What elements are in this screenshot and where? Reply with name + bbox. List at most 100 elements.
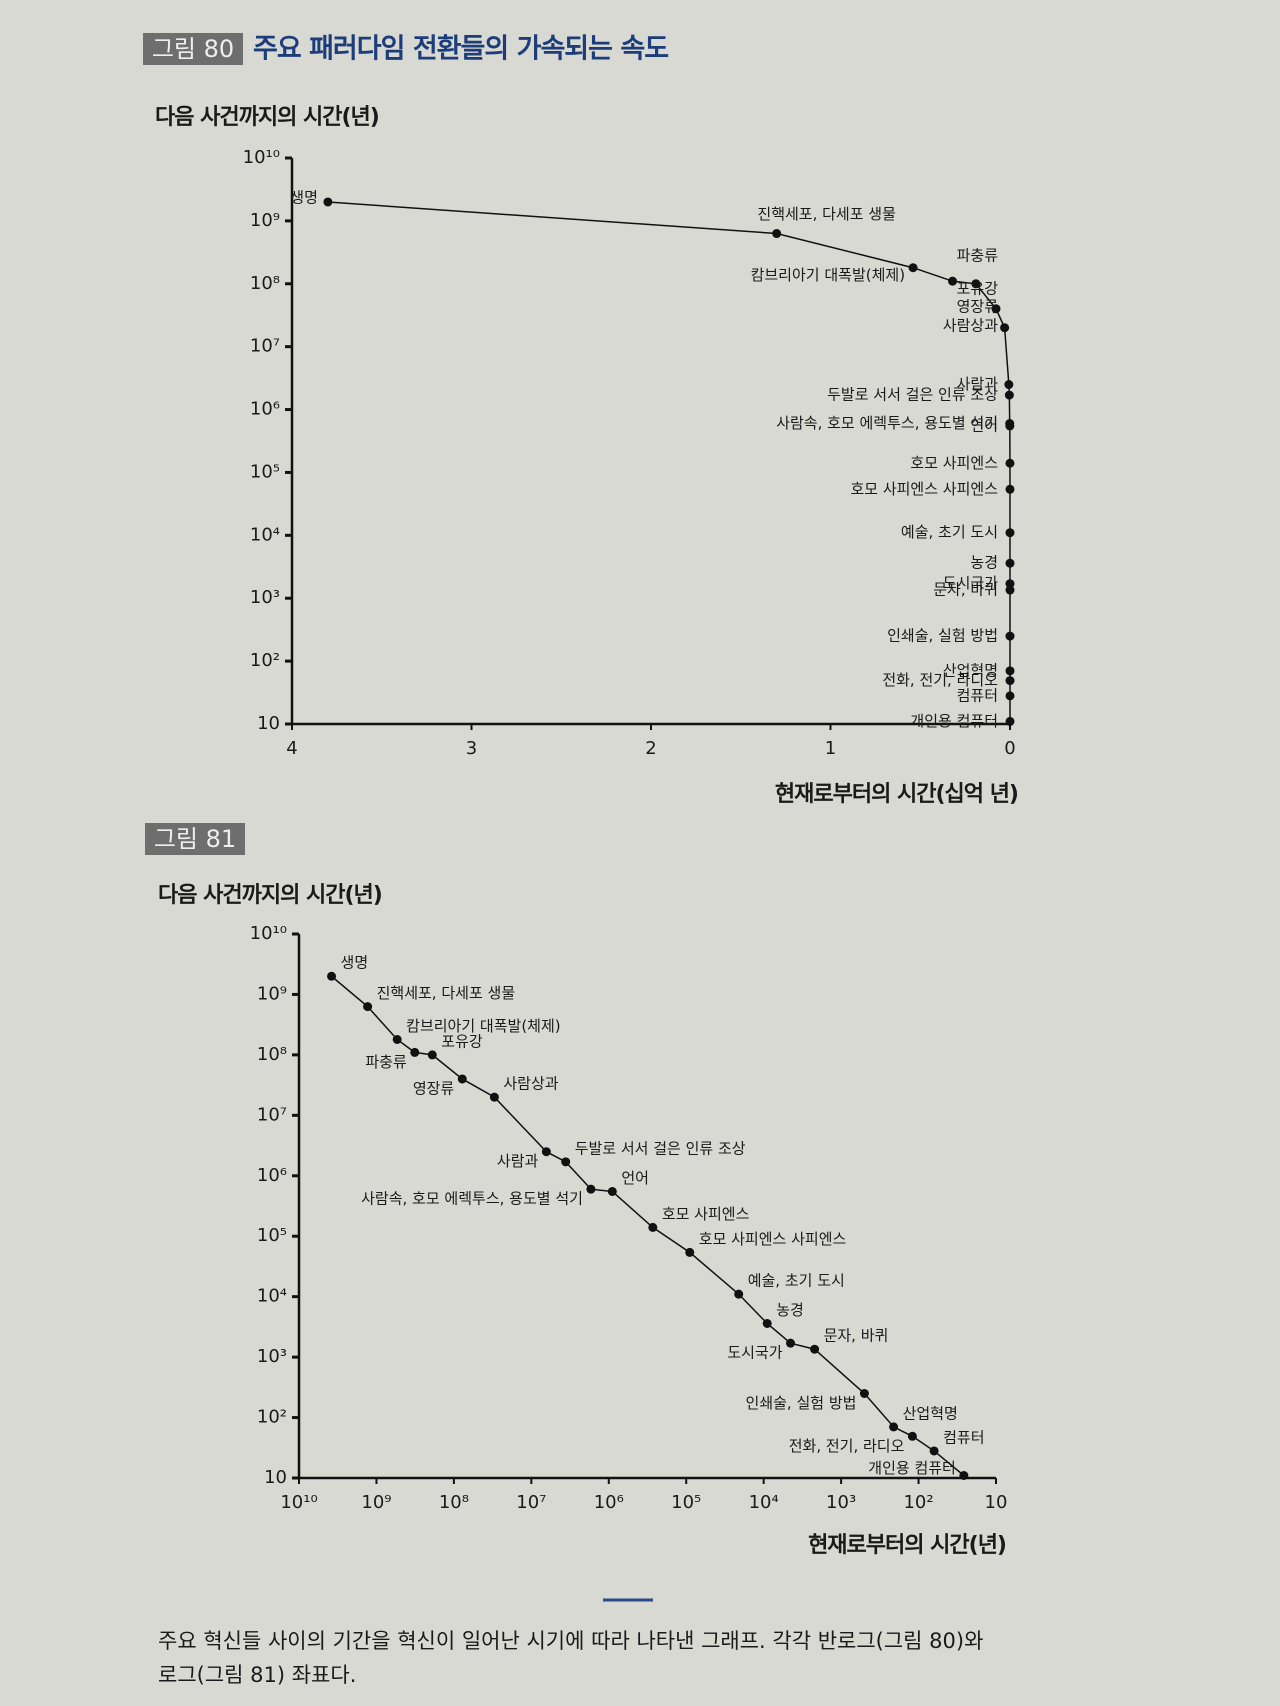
y-tick-label: 10³ [250, 587, 280, 608]
point-label: 산업혁명 [903, 1404, 958, 1422]
x-axis-label: 현재로부터의 시간(년) [808, 1533, 1006, 1558]
x-tick-label: 10⁶ [594, 1492, 624, 1513]
data-point [1005, 558, 1015, 568]
data-point [586, 1184, 596, 1194]
data-point [929, 1446, 939, 1456]
point-label: 예술, 초기 도시 [748, 1272, 845, 1290]
y-tick-label: 10⁴ [257, 1286, 287, 1307]
y-tick-label: 10⁶ [250, 399, 280, 420]
data-point [859, 1389, 869, 1399]
data-point [959, 1470, 969, 1480]
point-label: 사람상과 [503, 1075, 558, 1093]
point-label: 농경 [776, 1301, 804, 1319]
data-point [786, 1338, 796, 1348]
point-label: 사람과 [497, 1152, 539, 1170]
data-point [1005, 528, 1015, 538]
data-point [1005, 716, 1015, 726]
x-tick-label: 10³ [826, 1492, 856, 1513]
x-tick-label: 10 [985, 1492, 1008, 1513]
y-tick-label: 10⁸ [257, 1044, 287, 1065]
point-label: 생명 [290, 188, 318, 206]
point-label: 사람과 [957, 375, 999, 393]
point-label: 두발로 서서 걸은 인류 조상 [827, 386, 998, 404]
caption: 로그(그림 81) 좌표다. [158, 1663, 356, 1687]
point-label: 언어 [970, 416, 998, 434]
point-label: 개인용 컴퓨터 [910, 712, 998, 730]
caption: 주요 혁신들 사이의 기간을 혁신이 일어난 시기에 따라 나타낸 그래프. 각… [158, 1629, 983, 1653]
y-tick-label: 10⁸ [250, 273, 280, 294]
data-point [648, 1222, 658, 1232]
point-label: 전화, 전기, 라디오 [789, 1437, 905, 1455]
x-tick-label: 10⁹ [361, 1492, 391, 1513]
figure-label: 그림 81 [154, 825, 236, 853]
data-point [1005, 676, 1015, 686]
data-point [907, 1431, 917, 1441]
data-point [1005, 585, 1015, 595]
data-point [327, 971, 337, 981]
point-label: 호모 사피엔스 사피엔스 [699, 1230, 847, 1248]
point-label: 파충류 [957, 247, 999, 265]
point-label: 인쇄술, 실험 방법 [887, 627, 998, 645]
point-label: 캄브리아기 대폭발(체제) [751, 266, 905, 284]
point-label: 사람속, 호모 에렉투스, 용도별 석기 [776, 414, 998, 432]
data-point [971, 279, 981, 289]
point-label: 문자, 바퀴 [933, 581, 998, 599]
line [331, 975, 965, 1477]
point-label: 언어 [621, 1169, 649, 1187]
data-point [734, 1289, 744, 1299]
y-axis-label: 다음 사건까지의 시간(년) [155, 105, 379, 130]
x-tick-label: 10¹⁰ [280, 1492, 317, 1513]
x-axis-label: 현재로부터의 시간(십억 년) [775, 782, 1018, 807]
data-point [948, 276, 958, 286]
data-point [1004, 380, 1014, 390]
x-tick-label: 0 [1004, 738, 1015, 759]
point-label: 캄브리아기 대폭발(체제) [406, 1017, 560, 1035]
data-point [1005, 484, 1015, 494]
figure-label-box [145, 823, 245, 855]
point-label: 전화, 전기, 라디오 [882, 671, 998, 689]
y-tick-label: 10⁴ [250, 524, 280, 545]
data-point [561, 1157, 571, 1167]
chart-title: 주요 패러다임 전환들의 가속되는 속도 [253, 34, 668, 65]
data-point [889, 1422, 899, 1432]
y-tick-label: 10² [250, 650, 280, 671]
point-label: 산업혁명 [943, 661, 998, 679]
data-point [991, 304, 1001, 314]
data-point [1004, 390, 1014, 400]
x-tick-label: 1 [825, 738, 836, 759]
y-tick-label: 10¹⁰ [250, 923, 287, 944]
point-label: 포유강 [957, 280, 999, 298]
y-tick-label: 10⁶ [257, 1165, 287, 1186]
point-label: 진핵세포, 다세포 생물 [377, 984, 516, 1002]
y-tick-label: 10 [257, 713, 280, 734]
y-tick-label: 10² [257, 1407, 287, 1428]
point-label: 두발로 서서 걸은 인류 조상 [575, 1139, 746, 1157]
data-point [1005, 421, 1015, 431]
data-point [685, 1247, 695, 1257]
data-point [427, 1050, 437, 1060]
point-label: 도시국가 [943, 574, 998, 592]
data-point [1000, 323, 1010, 333]
data-point [323, 197, 333, 207]
point-label: 문자, 바퀴 [824, 1327, 889, 1345]
point-label: 포유강 [441, 1032, 483, 1050]
point-label: 호모 사피엔스 [910, 454, 998, 472]
point-label: 도시국가 [727, 1344, 782, 1362]
x-tick-label: 10² [903, 1492, 933, 1513]
data-point [1005, 666, 1015, 676]
figure-label-box [143, 33, 243, 65]
x-tick-label: 3 [466, 738, 477, 759]
data-point [772, 229, 782, 239]
data-point [607, 1186, 617, 1196]
point-label: 사람속, 호모 에렉투스, 용도별 석기 [361, 1190, 583, 1208]
data-point [1005, 458, 1015, 468]
x-tick-label: 10⁸ [439, 1492, 469, 1513]
y-axis-label: 다음 사건까지의 시간(년) [158, 883, 382, 908]
point-label: 생명 [341, 954, 369, 972]
x-tick-label: 10⁴ [749, 1492, 779, 1513]
data-point [392, 1034, 402, 1044]
point-label: 영장류 [957, 298, 999, 316]
x-tick-label: 10⁵ [671, 1492, 701, 1513]
point-label: 파충류 [365, 1053, 407, 1071]
